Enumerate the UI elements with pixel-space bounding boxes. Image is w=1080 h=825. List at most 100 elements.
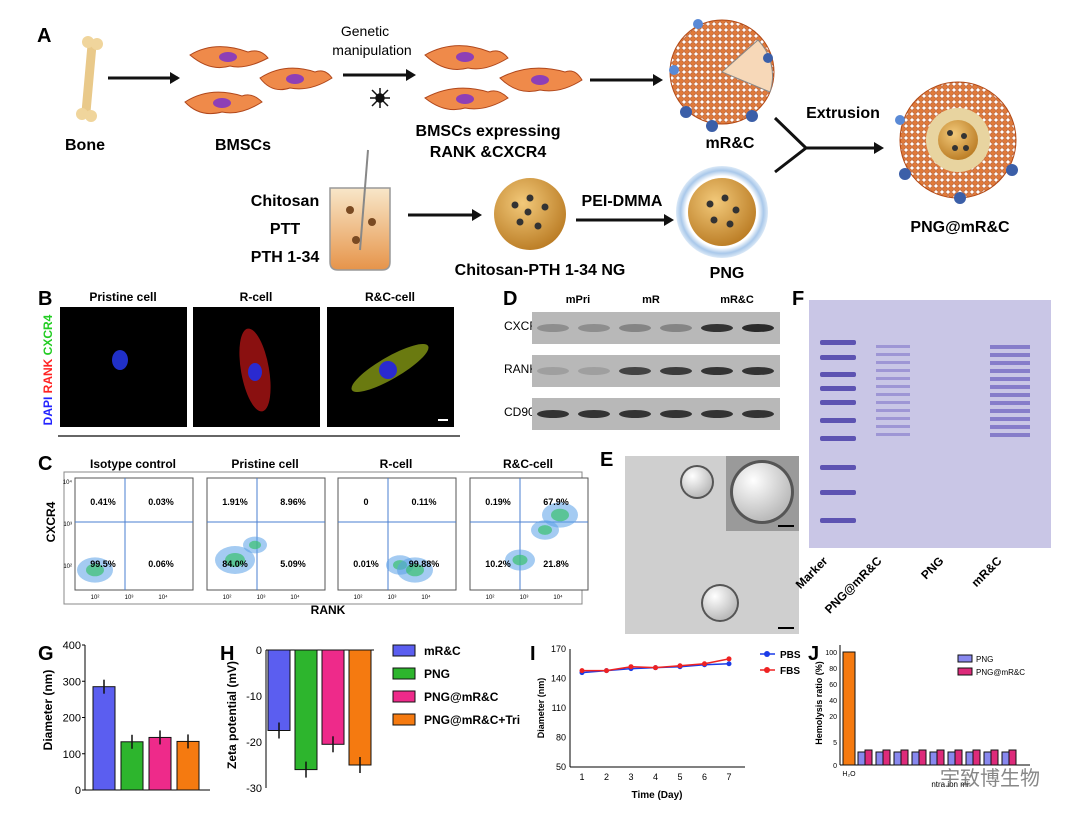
modified-cell-icon: [424, 45, 583, 111]
tick-label: 10²: [486, 595, 495, 601]
quadrant-value: 5.09%: [280, 559, 306, 569]
bar: [972, 749, 981, 766]
data-point: [579, 668, 585, 674]
label-ng: Chitosan-PTH 1-34 NG: [455, 262, 626, 279]
tick-label: 10³: [520, 595, 529, 601]
tick-label: 80: [829, 666, 837, 673]
blot-band: [701, 410, 733, 418]
bar: [983, 751, 992, 766]
label-bmscs: BMSCs: [215, 137, 271, 154]
i-xlabel: Time (Day): [632, 790, 683, 801]
quadrant-value: 1.91%: [222, 497, 248, 507]
blot-band: [578, 324, 610, 332]
bar: [882, 749, 891, 766]
data-point: [677, 663, 683, 669]
x-label: ntra ion mi: [931, 780, 969, 789]
tick-label: 400: [63, 640, 81, 652]
protein-band: [990, 433, 1030, 437]
column-title: R&C-cell: [365, 290, 415, 304]
label-manipulation: manipulation: [332, 42, 411, 58]
quadrant-value: 0.11%: [411, 497, 436, 507]
blot-band: [578, 410, 610, 418]
bar: [267, 649, 291, 731]
facs-plot: [469, 477, 589, 591]
bar: [148, 736, 172, 791]
legend-swatch: [392, 644, 416, 657]
data-point: [726, 661, 732, 667]
bar: [965, 751, 974, 766]
cell-population: [406, 563, 424, 577]
cell-population: [551, 508, 569, 522]
label-ptt: PTT: [270, 221, 300, 238]
quadrant-value: 21.8%: [543, 559, 569, 569]
blot-strip: [532, 398, 780, 430]
tick-label: 0: [833, 763, 837, 770]
panel-i: I Diameter (nm) Time (Day) 170 140 110 80 50…: [530, 643, 801, 801]
cell-population: [249, 540, 261, 550]
tick-label: 10³: [257, 595, 266, 601]
panel-b: B DAPI RANK CXCR4 Pristine cell R-cell R&C…: [38, 288, 460, 437]
blot-band: [619, 367, 651, 375]
lane-label: mR&C: [969, 554, 1005, 590]
quadrant-value: 8.96%: [280, 497, 306, 507]
channel-name: RANK: [41, 358, 55, 396]
protein-band: [990, 417, 1030, 421]
protein-band: [990, 369, 1030, 373]
tick-label: 7: [726, 772, 731, 782]
h-ylabel: Zeta potential (mV): [225, 661, 239, 769]
quadrant-value: 84.0%: [222, 559, 248, 569]
bone-icon: [76, 36, 103, 122]
label-pth: PTH 1-34: [251, 249, 320, 266]
legend-swatch: [392, 690, 416, 703]
facs-title: Isotype control: [90, 457, 176, 471]
bar: [990, 749, 999, 766]
legend-swatch: [392, 667, 416, 680]
blot-band: [537, 324, 569, 332]
label-rank-cxcr4: RANK &CXCR4: [430, 144, 547, 161]
legend-label: PNG@mR&C+Tri: [424, 713, 520, 727]
bar: [929, 751, 938, 766]
tick-label: 140: [551, 674, 566, 684]
blot-row-label: CD90: [504, 405, 535, 419]
tick-label: 10³: [63, 522, 72, 528]
tick-label: H₂O: [842, 771, 856, 778]
nucleus: [112, 350, 128, 370]
marker-band: [820, 386, 856, 391]
protein-band: [876, 409, 910, 412]
blot-band: [701, 324, 733, 332]
quadrant-value: 0.03%: [148, 497, 174, 507]
tick-label: 10⁴: [421, 594, 431, 601]
protein-band: [876, 353, 910, 356]
quadrant-value: 67.9%: [543, 497, 569, 507]
protein-band: [990, 353, 1030, 357]
panel-letter: J: [808, 643, 819, 665]
marker-band: [820, 436, 856, 441]
quadrant-value: 0.06%: [148, 559, 174, 569]
channel-label: DAPI RANK CXCR4: [41, 314, 55, 425]
tick-label: -30: [246, 783, 262, 795]
protein-band: [876, 401, 910, 404]
tick-label: 50: [556, 762, 566, 772]
blot-strip: [532, 355, 780, 387]
marker-band: [820, 340, 856, 345]
facs-title: R-cell: [380, 457, 413, 471]
tick-label: 10²: [354, 595, 363, 601]
tick-label: 100: [63, 749, 81, 761]
nanogel-icon: [494, 178, 566, 250]
column-title: R-cell: [240, 290, 273, 304]
tick-label: 4: [653, 772, 658, 782]
bar: [92, 686, 116, 791]
tick-label: 10²: [223, 595, 232, 601]
label-chitosan: Chitosan: [251, 193, 319, 210]
blot-band: [537, 410, 569, 418]
bar: [947, 751, 956, 766]
protein-band: [990, 361, 1030, 365]
tick-label: 5: [677, 772, 682, 782]
legend-label: PNG: [976, 655, 993, 664]
bar: [294, 649, 318, 771]
bar: [864, 749, 873, 766]
g-ylabel: Diameter (nm): [41, 670, 55, 751]
protein-band: [876, 417, 910, 420]
legend-label: PNG@mR&C: [976, 668, 1025, 677]
